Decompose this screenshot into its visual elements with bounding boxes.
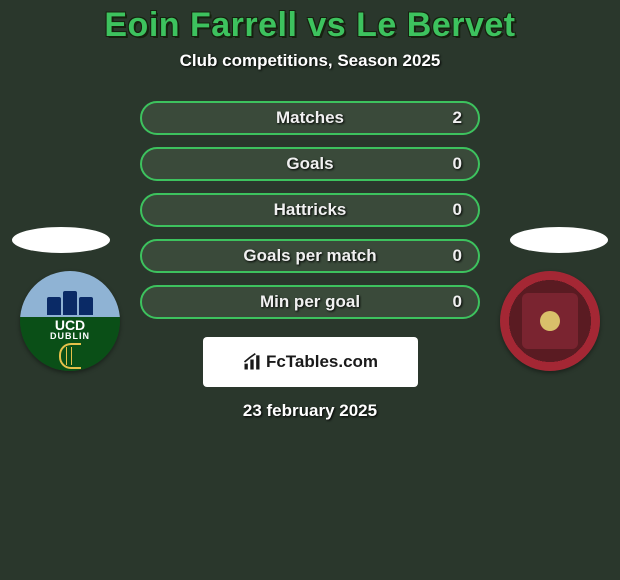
- stat-label: Goals per match: [142, 241, 478, 271]
- date-text: 23 february 2025: [0, 401, 620, 421]
- stat-value: 0: [453, 241, 462, 271]
- club-badge-left: UCD DUBLIN: [20, 271, 120, 371]
- stat-value: 0: [453, 287, 462, 317]
- stat-label: Goals: [142, 149, 478, 179]
- player-photo-placeholder-right: [510, 227, 608, 253]
- ucd-castles: [20, 271, 120, 317]
- stat-label: Hattricks: [142, 195, 478, 225]
- stat-value: 0: [453, 149, 462, 179]
- ucd-abbrev: UCD: [55, 319, 85, 331]
- stat-label: Min per goal: [142, 287, 478, 317]
- harp-icon: [59, 343, 81, 369]
- stat-row-matches: Matches 2: [140, 101, 480, 135]
- cobh-shield: [522, 293, 578, 349]
- stat-row-min-per-goal: Min per goal 0: [140, 285, 480, 319]
- ucd-lower: UCD DUBLIN: [20, 317, 120, 371]
- ucd-city: DUBLIN: [50, 331, 90, 341]
- stat-value: 2: [453, 103, 462, 133]
- stat-value: 0: [453, 195, 462, 225]
- club-badge-right: [500, 271, 600, 371]
- stats-area: UCD DUBLIN Matches 2 Goals 0 Hattricks 0…: [0, 101, 620, 421]
- cobh-ball-icon: [540, 311, 560, 331]
- stat-row-goals: Goals 0: [140, 147, 480, 181]
- page-title: Eoin Farrell vs Le Bervet: [0, 6, 620, 45]
- stat-label: Matches: [142, 103, 478, 133]
- brand-box[interactable]: FcTables.com: [203, 337, 418, 387]
- stat-row-hattricks: Hattricks 0: [140, 193, 480, 227]
- comparison-card: Eoin Farrell vs Le Bervet Club competiti…: [0, 0, 620, 421]
- brand-text: FcTables.com: [266, 352, 378, 372]
- bar-chart-icon: [242, 352, 262, 372]
- subtitle: Club competitions, Season 2025: [0, 51, 620, 71]
- stat-row-goals-per-match: Goals per match 0: [140, 239, 480, 273]
- player-photo-placeholder-left: [12, 227, 110, 253]
